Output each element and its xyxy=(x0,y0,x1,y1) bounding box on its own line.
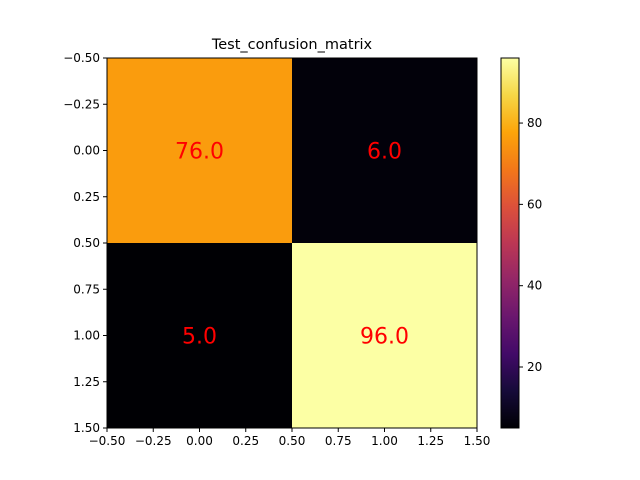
cell-value-label: 76.0 xyxy=(175,140,224,165)
x-tick-label: 1.25 xyxy=(417,434,444,448)
colorbar xyxy=(501,58,519,428)
x-tick-label: 1.50 xyxy=(464,434,491,448)
x-tick-label: −0.25 xyxy=(135,434,172,448)
colorbar-axis: 20 40 60 80 xyxy=(519,116,542,374)
y-tick-label: 1.25 xyxy=(73,375,100,389)
heatmap-cell xyxy=(107,243,292,428)
colorbar-frame xyxy=(500,57,520,429)
colorbar-tick-label: 40 xyxy=(527,279,542,293)
x-tick-label: 0.50 xyxy=(279,434,306,448)
x-tick-label: 0.00 xyxy=(186,434,213,448)
cell-value-label: 96.0 xyxy=(360,325,409,350)
y-tick-label: 0.50 xyxy=(73,236,100,250)
heatmap-cell xyxy=(292,58,477,243)
y-tick-label: 0.75 xyxy=(73,282,100,296)
cell-value-label: 6.0 xyxy=(367,140,402,165)
colorbar-tick-label: 20 xyxy=(527,360,542,374)
heatmap-cell xyxy=(292,243,477,428)
x-tick-label: 0.25 xyxy=(232,434,259,448)
y-axis: −0.50 −0.25 0.00 0.25 0.50 0.75 1.00 1.25 1.50 xyxy=(63,51,107,435)
colorbar-tick-label: 60 xyxy=(527,197,542,211)
cell-value-label: 5.0 xyxy=(182,325,217,350)
y-tick-label: −0.25 xyxy=(63,97,100,111)
y-tick-label: 1.00 xyxy=(73,329,100,343)
heatmap-cell xyxy=(107,58,292,243)
x-axis: −0.50 −0.25 0.00 0.25 0.50 0.75 1.00 1.25 1.50 xyxy=(89,428,491,448)
x-tick-label: −0.50 xyxy=(89,434,126,448)
chart-title: Test_confusion_matrix xyxy=(211,37,373,53)
heatmap-cell-labels: 76.0 6.0 5.0 96.0 xyxy=(175,140,409,350)
y-tick-label: 0.25 xyxy=(73,190,100,204)
y-tick-label: 0.00 xyxy=(73,144,100,158)
y-tick-label: 1.50 xyxy=(73,421,100,435)
x-tick-label: 1.00 xyxy=(371,434,398,448)
heatmap-cells xyxy=(107,58,477,428)
colorbar-tick-label: 80 xyxy=(527,116,542,130)
y-tick-label: −0.50 xyxy=(63,51,100,65)
x-tick-label: 0.75 xyxy=(325,434,352,448)
